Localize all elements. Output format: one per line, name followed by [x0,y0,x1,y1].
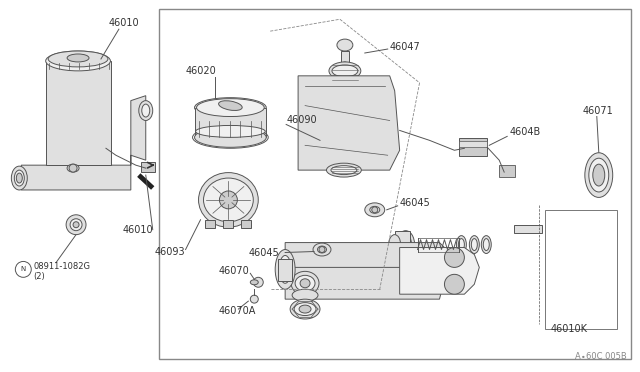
Bar [460,141,487,147]
Text: 4604B: 4604B [509,127,540,137]
Ellipse shape [12,166,28,190]
Bar [159,9,630,359]
Ellipse shape [291,271,319,295]
Ellipse shape [585,153,612,198]
Ellipse shape [195,98,266,118]
Text: 46090: 46090 [286,115,317,125]
Ellipse shape [481,235,492,253]
Bar [205,220,216,228]
Circle shape [66,215,86,235]
Text: 46010: 46010 [122,225,153,235]
Polygon shape [21,96,146,190]
Ellipse shape [313,243,331,256]
Ellipse shape [67,164,79,172]
Ellipse shape [292,289,318,301]
Bar [395,231,410,259]
Bar [195,108,266,137]
Circle shape [250,295,259,303]
Ellipse shape [142,104,150,117]
Ellipse shape [469,235,479,253]
Ellipse shape [299,305,311,313]
Ellipse shape [279,256,291,283]
Ellipse shape [204,178,253,222]
Ellipse shape [388,235,401,254]
Circle shape [319,247,325,253]
Ellipse shape [458,238,465,250]
Ellipse shape [196,99,264,116]
Circle shape [253,277,263,287]
Ellipse shape [195,128,266,147]
Ellipse shape [48,51,108,67]
Ellipse shape [196,125,265,137]
Ellipse shape [139,101,153,121]
Ellipse shape [317,246,326,253]
Ellipse shape [219,101,242,110]
Text: 46047: 46047 [390,42,420,52]
Ellipse shape [370,206,380,213]
Circle shape [342,62,348,68]
Bar [514,225,542,232]
Text: N: N [20,266,26,272]
Polygon shape [285,243,444,269]
Ellipse shape [67,54,89,62]
Ellipse shape [294,303,316,315]
Bar [278,259,292,281]
Bar [499,165,515,177]
Text: 46070A: 46070A [218,306,256,316]
Ellipse shape [399,235,412,254]
Bar [341,51,349,69]
Ellipse shape [471,238,477,250]
Ellipse shape [331,166,357,174]
Text: A∙60C 005B: A∙60C 005B [575,352,627,361]
Circle shape [73,222,79,228]
Ellipse shape [593,164,605,186]
Ellipse shape [365,203,385,217]
Polygon shape [285,267,444,299]
Bar [141,162,155,172]
Polygon shape [298,76,399,170]
Ellipse shape [198,173,259,227]
Ellipse shape [14,170,24,186]
Circle shape [69,164,77,172]
Text: 46045: 46045 [399,198,431,208]
Circle shape [220,191,237,209]
Text: 46010: 46010 [109,18,140,28]
Circle shape [372,207,378,213]
Ellipse shape [339,65,351,73]
Ellipse shape [282,262,288,276]
Polygon shape [399,247,479,294]
Ellipse shape [326,163,362,177]
Circle shape [444,247,465,267]
Bar [241,220,252,228]
Bar [223,220,234,228]
Circle shape [444,274,465,294]
Ellipse shape [483,238,489,250]
Ellipse shape [300,279,310,288]
Text: 08911-1082G
(2): 08911-1082G (2) [33,262,90,281]
Ellipse shape [45,51,111,71]
Ellipse shape [337,39,353,51]
Ellipse shape [295,275,315,291]
Text: 46045: 46045 [248,248,279,259]
Bar [460,138,487,156]
Ellipse shape [397,231,415,259]
Text: 46071: 46071 [583,106,614,116]
Text: 46010K: 46010K [551,324,588,334]
Ellipse shape [17,173,22,183]
Bar [545,210,617,329]
Ellipse shape [332,65,358,77]
Text: 46020: 46020 [186,66,216,76]
Ellipse shape [250,280,259,285]
Ellipse shape [589,158,609,192]
Polygon shape [46,61,111,165]
Circle shape [70,219,82,231]
Ellipse shape [290,299,320,319]
Ellipse shape [329,62,361,80]
Text: 46093: 46093 [155,247,186,257]
Ellipse shape [275,250,295,289]
Text: 46070: 46070 [218,266,249,276]
Ellipse shape [456,235,467,253]
